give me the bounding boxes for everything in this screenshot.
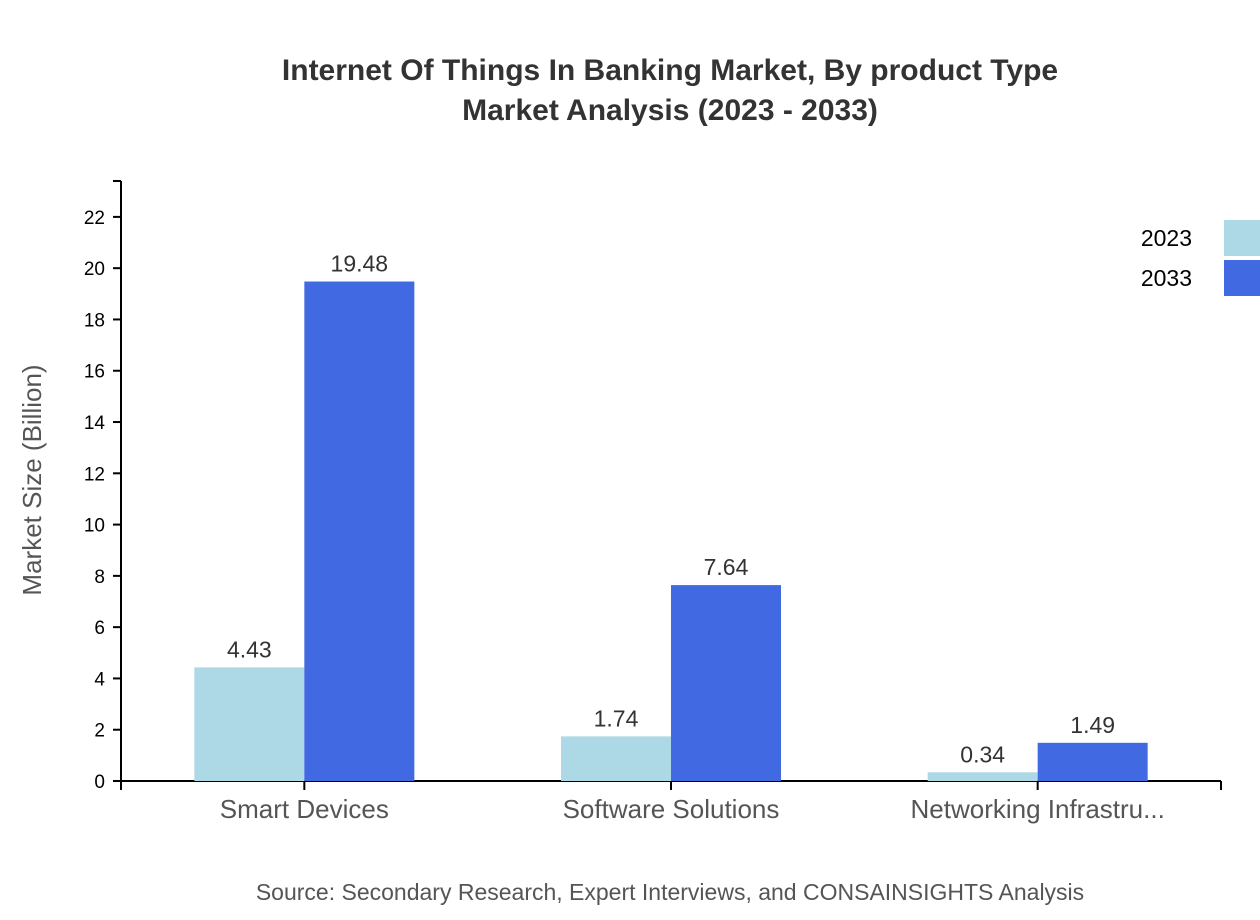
y-tick-label: 14 — [84, 413, 106, 434]
bar-2033 — [671, 585, 781, 781]
data-label: 1.74 — [594, 705, 639, 731]
legend-label: 2033 — [1141, 265, 1192, 291]
y-tick-label: 20 — [84, 259, 105, 280]
bar-2023 — [194, 667, 305, 781]
y-tick-label: 22 — [84, 208, 105, 229]
legend-label: 2023 — [1141, 225, 1192, 251]
data-label: 4.43 — [227, 636, 272, 662]
x-tick-label: Smart Devices — [220, 794, 389, 824]
y-tick-label: 18 — [84, 310, 105, 331]
data-label: 0.34 — [960, 741, 1005, 767]
bar-2023 — [927, 772, 1038, 781]
y-tick-label: 10 — [84, 516, 105, 537]
x-tick-label: Software Solutions — [563, 794, 780, 824]
y-tick-label: 6 — [94, 618, 105, 639]
bar-2033 — [304, 281, 415, 781]
bar-2033 — [1037, 742, 1148, 781]
y-tick-label: 0 — [94, 772, 105, 793]
y-tick-label: 8 — [94, 567, 105, 588]
y-tick-label: 4 — [94, 669, 105, 690]
legend-swatch-2033 — [1224, 260, 1260, 296]
legend-swatch-2023 — [1224, 220, 1260, 256]
y-tick-label: 16 — [84, 362, 105, 383]
source-note: Source: Secondary Research, Expert Inter… — [256, 879, 1084, 905]
data-label: 19.48 — [331, 251, 389, 277]
y-axis-label: Market Size (Billion) — [17, 364, 47, 595]
data-label: 7.64 — [704, 554, 749, 580]
bar-2023 — [561, 736, 671, 781]
chart-title-line1: Internet Of Things In Banking Market, By… — [282, 54, 1058, 87]
y-tick-label: 2 — [94, 721, 105, 742]
chart-title-line2: Market Analysis (2023 - 2033) — [462, 94, 878, 127]
y-tick-label: 12 — [84, 464, 105, 485]
data-label: 1.49 — [1070, 712, 1115, 738]
x-tick-label: Networking Infrastru... — [911, 794, 1165, 824]
